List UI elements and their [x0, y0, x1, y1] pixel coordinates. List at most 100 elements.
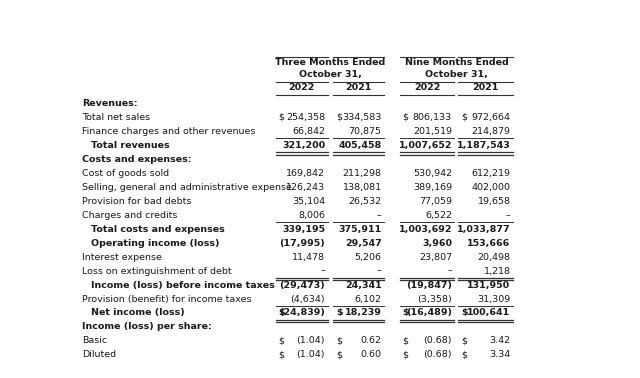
Text: Total revenues: Total revenues: [91, 141, 170, 150]
Text: Selling, general and administrative expense: Selling, general and administrative expe…: [83, 183, 292, 192]
Text: 1,033,877: 1,033,877: [457, 225, 511, 234]
Text: 530,942: 530,942: [413, 169, 452, 178]
Text: 375,911: 375,911: [339, 225, 381, 234]
Text: 2021: 2021: [472, 83, 499, 92]
Text: 201,519: 201,519: [413, 127, 452, 136]
Text: (1.04): (1.04): [296, 350, 325, 359]
Text: 66,842: 66,842: [292, 127, 325, 136]
Text: –: –: [320, 266, 325, 276]
Text: (1.04): (1.04): [296, 336, 325, 345]
Text: 254,358: 254,358: [286, 113, 325, 122]
Text: (4,634): (4,634): [291, 294, 325, 304]
Text: Income (loss) before income taxes: Income (loss) before income taxes: [91, 280, 275, 290]
Text: (0.68): (0.68): [424, 336, 452, 345]
Text: 0.62: 0.62: [360, 336, 381, 345]
Text: Interest expense: Interest expense: [83, 253, 163, 262]
Text: $: $: [461, 350, 467, 359]
Text: Cost of goods sold: Cost of goods sold: [83, 169, 170, 178]
Text: 2022: 2022: [414, 83, 440, 92]
Text: $: $: [278, 336, 284, 345]
Text: Revenues:: Revenues:: [83, 99, 138, 108]
Text: 3,960: 3,960: [422, 239, 452, 248]
Text: 1,218: 1,218: [484, 266, 511, 276]
Text: Nine Months Ended
October 31,: Nine Months Ended October 31,: [404, 59, 508, 79]
Text: (19,847): (19,847): [406, 280, 452, 290]
Text: 20,498: 20,498: [477, 253, 511, 262]
Text: 131,950: 131,950: [467, 280, 511, 290]
Text: 321,200: 321,200: [282, 141, 325, 150]
Text: 6,522: 6,522: [425, 211, 452, 220]
Text: 1,003,692: 1,003,692: [399, 225, 452, 234]
Text: –: –: [377, 266, 381, 276]
Text: (3,358): (3,358): [417, 294, 452, 304]
Text: 100,641: 100,641: [467, 308, 511, 318]
Text: Operating income (loss): Operating income (loss): [91, 239, 220, 248]
Text: $: $: [278, 350, 284, 359]
Text: Three Months Ended
October 31,: Three Months Ended October 31,: [275, 59, 385, 79]
Text: 24,341: 24,341: [345, 280, 381, 290]
Text: Provision for bad debts: Provision for bad debts: [83, 197, 192, 206]
Text: Loss on extinguishment of debt: Loss on extinguishment of debt: [83, 266, 232, 276]
Text: 612,219: 612,219: [472, 169, 511, 178]
Text: 8,006: 8,006: [298, 211, 325, 220]
Text: $: $: [336, 308, 342, 318]
Text: 1,187,543: 1,187,543: [457, 141, 511, 150]
Text: $: $: [403, 336, 408, 345]
Text: (29,473): (29,473): [279, 280, 325, 290]
Text: 23,807: 23,807: [419, 253, 452, 262]
Text: 70,875: 70,875: [349, 127, 381, 136]
Text: 31,309: 31,309: [477, 294, 511, 304]
Text: (24,839): (24,839): [279, 308, 325, 318]
Text: 2021: 2021: [346, 83, 372, 92]
Text: 6,102: 6,102: [355, 294, 381, 304]
Text: 169,842: 169,842: [286, 169, 325, 178]
Text: Diluted: Diluted: [83, 350, 116, 359]
Text: (0.68): (0.68): [424, 350, 452, 359]
Text: 153,666: 153,666: [467, 239, 511, 248]
Text: 2022: 2022: [289, 83, 315, 92]
Text: $: $: [278, 308, 285, 318]
Text: 972,664: 972,664: [472, 113, 511, 122]
Text: $: $: [461, 308, 468, 318]
Text: 0.60: 0.60: [360, 350, 381, 359]
Text: $: $: [461, 113, 467, 122]
Text: 19,658: 19,658: [477, 197, 511, 206]
Text: 11,478: 11,478: [292, 253, 325, 262]
Text: Charges and credits: Charges and credits: [83, 211, 178, 220]
Text: 211,298: 211,298: [342, 169, 381, 178]
Text: 1,007,652: 1,007,652: [399, 141, 452, 150]
Text: $: $: [336, 336, 342, 345]
Text: 77,059: 77,059: [419, 197, 452, 206]
Text: $: $: [403, 350, 408, 359]
Text: 3.34: 3.34: [489, 350, 511, 359]
Text: (16,489): (16,489): [406, 308, 452, 318]
Text: $: $: [461, 336, 467, 345]
Text: 402,000: 402,000: [472, 183, 511, 192]
Text: 5,206: 5,206: [355, 253, 381, 262]
Text: Provision (benefit) for income taxes: Provision (benefit) for income taxes: [83, 294, 252, 304]
Text: $: $: [336, 113, 342, 122]
Text: 334,583: 334,583: [342, 113, 381, 122]
Text: 138,081: 138,081: [342, 183, 381, 192]
Text: 214,879: 214,879: [472, 127, 511, 136]
Text: –: –: [447, 266, 452, 276]
Text: Costs and expenses:: Costs and expenses:: [83, 155, 192, 164]
Text: 3.42: 3.42: [490, 336, 511, 345]
Text: $: $: [403, 308, 409, 318]
Text: 389,169: 389,169: [413, 183, 452, 192]
Text: Finance charges and other revenues: Finance charges and other revenues: [83, 127, 256, 136]
Text: 126,243: 126,243: [286, 183, 325, 192]
Text: Total net sales: Total net sales: [83, 113, 150, 122]
Text: –: –: [506, 211, 511, 220]
Text: Net income (loss): Net income (loss): [91, 308, 185, 318]
Text: $: $: [278, 113, 284, 122]
Text: $: $: [336, 350, 342, 359]
Text: 405,458: 405,458: [339, 141, 381, 150]
Text: 339,195: 339,195: [282, 225, 325, 234]
Text: 18,239: 18,239: [345, 308, 381, 318]
Text: 35,104: 35,104: [292, 197, 325, 206]
Text: (17,995): (17,995): [279, 239, 325, 248]
Text: $: $: [403, 113, 408, 122]
Text: 26,532: 26,532: [348, 197, 381, 206]
Text: Income (loss) per share:: Income (loss) per share:: [83, 322, 212, 332]
